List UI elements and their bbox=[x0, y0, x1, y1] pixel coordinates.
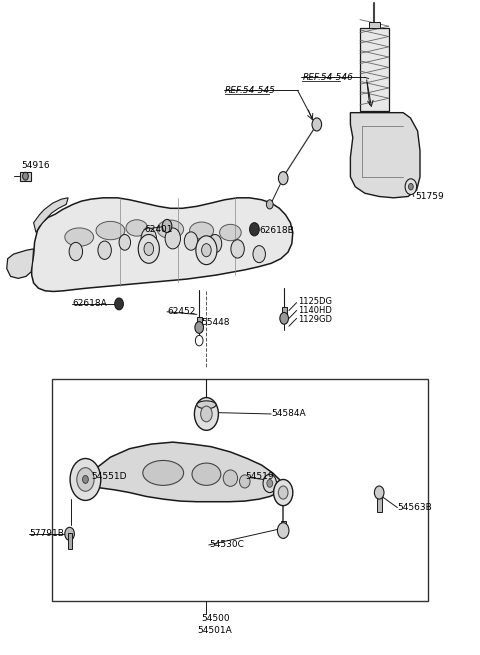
Circle shape bbox=[195, 322, 204, 333]
Bar bbox=[68, 533, 72, 549]
Circle shape bbox=[115, 298, 123, 310]
Circle shape bbox=[184, 232, 198, 250]
Circle shape bbox=[195, 335, 203, 346]
Polygon shape bbox=[20, 172, 31, 181]
Ellipse shape bbox=[219, 224, 241, 241]
Ellipse shape bbox=[143, 460, 184, 485]
Circle shape bbox=[83, 476, 88, 483]
Text: 1140HD: 1140HD bbox=[298, 306, 332, 315]
Bar bbox=[377, 495, 382, 512]
Polygon shape bbox=[7, 249, 34, 278]
Text: 54501A: 54501A bbox=[197, 626, 231, 635]
Circle shape bbox=[278, 486, 288, 499]
Ellipse shape bbox=[240, 475, 250, 488]
Text: 62452: 62452 bbox=[167, 307, 195, 316]
Circle shape bbox=[408, 183, 413, 190]
Text: 54500: 54500 bbox=[202, 614, 230, 624]
Circle shape bbox=[202, 244, 211, 257]
Text: 62618A: 62618A bbox=[72, 299, 107, 309]
Bar bbox=[52, 379, 428, 601]
Circle shape bbox=[277, 523, 289, 538]
Circle shape bbox=[77, 468, 94, 491]
Text: 54519: 54519 bbox=[245, 472, 274, 481]
Text: 1129GD: 1129GD bbox=[298, 315, 332, 324]
Circle shape bbox=[231, 240, 244, 258]
Circle shape bbox=[208, 234, 222, 253]
Text: REF.54-545: REF.54-545 bbox=[225, 86, 276, 95]
Polygon shape bbox=[34, 198, 68, 233]
Circle shape bbox=[119, 234, 131, 250]
Circle shape bbox=[201, 406, 212, 422]
Ellipse shape bbox=[190, 222, 214, 239]
Circle shape bbox=[250, 223, 259, 236]
Circle shape bbox=[266, 200, 273, 209]
Circle shape bbox=[144, 242, 154, 255]
Circle shape bbox=[141, 228, 156, 249]
Circle shape bbox=[162, 219, 172, 233]
Circle shape bbox=[138, 234, 159, 263]
Text: 62401: 62401 bbox=[144, 225, 172, 234]
Polygon shape bbox=[32, 198, 293, 291]
Circle shape bbox=[194, 398, 218, 430]
Circle shape bbox=[312, 118, 322, 131]
Text: 55448: 55448 bbox=[202, 318, 230, 327]
Text: 57791B: 57791B bbox=[29, 529, 64, 538]
Text: 51759: 51759 bbox=[415, 192, 444, 201]
Circle shape bbox=[69, 242, 83, 261]
Circle shape bbox=[165, 228, 180, 249]
Circle shape bbox=[278, 172, 288, 185]
Polygon shape bbox=[85, 442, 283, 502]
Bar bbox=[281, 521, 286, 528]
Text: 54584A: 54584A bbox=[271, 409, 306, 419]
Ellipse shape bbox=[126, 220, 148, 236]
Bar bbox=[369, 22, 380, 28]
Circle shape bbox=[196, 236, 217, 265]
Circle shape bbox=[274, 479, 293, 506]
Circle shape bbox=[70, 458, 101, 500]
Circle shape bbox=[267, 479, 273, 487]
Text: 62618B: 62618B bbox=[259, 226, 294, 235]
Ellipse shape bbox=[197, 401, 216, 409]
Circle shape bbox=[98, 241, 111, 259]
Text: 54563B: 54563B bbox=[397, 503, 432, 512]
Bar bbox=[197, 317, 202, 326]
Circle shape bbox=[23, 172, 28, 180]
Circle shape bbox=[253, 246, 265, 263]
Circle shape bbox=[374, 486, 384, 499]
Text: REF.54-546: REF.54-546 bbox=[302, 73, 353, 82]
Text: 1125DG: 1125DG bbox=[298, 297, 332, 306]
Polygon shape bbox=[350, 113, 420, 198]
Ellipse shape bbox=[65, 228, 94, 246]
Circle shape bbox=[263, 474, 276, 493]
Ellipse shape bbox=[223, 470, 238, 486]
Text: 54916: 54916 bbox=[22, 160, 50, 170]
Circle shape bbox=[280, 312, 288, 324]
Bar bbox=[360, 28, 389, 111]
Circle shape bbox=[65, 527, 74, 540]
Bar bbox=[282, 307, 287, 316]
Ellipse shape bbox=[96, 221, 125, 240]
Text: 54551D: 54551D bbox=[91, 472, 127, 481]
Text: 54530C: 54530C bbox=[209, 540, 244, 550]
Circle shape bbox=[405, 179, 417, 195]
Ellipse shape bbox=[192, 463, 221, 485]
Ellipse shape bbox=[157, 220, 183, 238]
